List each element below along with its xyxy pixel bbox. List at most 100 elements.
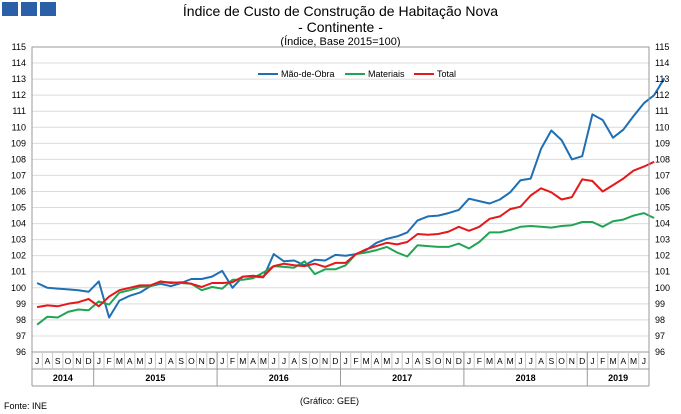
chart-title-line2: - Continente -	[298, 19, 383, 35]
month-label: J	[282, 356, 286, 366]
source-note: Fonte: INE	[4, 401, 48, 411]
month-label: A	[127, 356, 133, 366]
y-tick-label-left: 96	[16, 347, 26, 357]
month-label: M	[116, 356, 123, 366]
chart-subtitle: (Índice, Base 2015=100)	[280, 36, 401, 48]
month-label: J	[529, 356, 533, 366]
legend-label: Total	[437, 69, 456, 79]
y-tick-label-right: 99	[655, 299, 665, 309]
month-label: J	[220, 356, 224, 366]
month-label: J	[395, 356, 399, 366]
month-label: A	[415, 356, 421, 366]
y-tick-label-right: 100	[655, 283, 670, 293]
logo-block-2	[21, 2, 37, 16]
month-label: M	[383, 356, 390, 366]
month-label: N	[322, 356, 328, 366]
month-label: D	[579, 356, 585, 366]
y-tick-label-right: 97	[655, 331, 665, 341]
y-tick-label-left: 110	[12, 122, 26, 132]
month-label: F	[353, 356, 358, 366]
y-tick-label-right: 102	[655, 251, 670, 261]
y-tick-label-left: 105	[11, 203, 26, 213]
y-tick-label-left: 112	[12, 90, 26, 100]
y-tick-label-right: 110	[655, 122, 669, 132]
series-line-materiais	[36, 212, 655, 326]
month-label: O	[311, 356, 318, 366]
month-label: D	[332, 356, 338, 366]
month-label: J	[642, 356, 646, 366]
month-label: M	[260, 356, 267, 366]
month-label: N	[75, 356, 81, 366]
month-label: D	[85, 356, 91, 366]
y-tick-label-left: 108	[11, 154, 26, 164]
month-label: S	[548, 356, 554, 366]
grid-layer	[32, 46, 649, 353]
y-tick-label-right: 105	[655, 203, 670, 213]
year-label: 2018	[516, 373, 536, 383]
month-label: N	[445, 356, 451, 366]
month-label: O	[188, 356, 195, 366]
month-label: O	[65, 356, 72, 366]
y-tick-label-left: 102	[11, 251, 26, 261]
y-tick-label-right: 104	[655, 219, 670, 229]
y-tick-label-left: 99	[16, 299, 26, 309]
month-label: J	[158, 356, 162, 366]
y-tick-label-left: 109	[11, 138, 26, 148]
month-label: A	[45, 356, 51, 366]
y-tick-label-left: 100	[11, 283, 26, 293]
month-label: J	[518, 356, 522, 366]
y-tick-label-left: 107	[11, 170, 26, 180]
logo-block-1	[2, 2, 18, 16]
month-label: N	[199, 356, 205, 366]
month-label: J	[148, 356, 152, 366]
month-label: J	[272, 356, 276, 366]
month-label: F	[107, 356, 112, 366]
year-label: 2017	[392, 373, 412, 383]
y-tick-label-right: 112	[655, 90, 669, 100]
series-line-m-o-de-obra	[36, 77, 666, 319]
year-label: 2014	[53, 373, 73, 383]
month-label: J	[467, 356, 471, 366]
month-label: A	[538, 356, 544, 366]
month-label: O	[435, 356, 442, 366]
month-label: D	[209, 356, 215, 366]
y-tick-label-right: 101	[655, 267, 670, 277]
month-label: J	[97, 356, 101, 366]
month-label: F	[230, 356, 235, 366]
y-tick-label-right: 109	[655, 138, 670, 148]
month-label: S	[425, 356, 431, 366]
month-label: J	[405, 356, 409, 366]
month-label: A	[620, 356, 626, 366]
plot-border	[31, 46, 650, 353]
y-tick-label-right: 106	[655, 186, 670, 196]
month-label: F	[600, 356, 605, 366]
month-label: M	[630, 356, 637, 366]
month-label: S	[178, 356, 184, 366]
month-label: M	[609, 356, 616, 366]
y-tick-label-left: 103	[11, 235, 26, 245]
y-tick-label-left: 104	[11, 219, 26, 229]
series-layer	[36, 77, 666, 326]
month-label: A	[168, 356, 174, 366]
y-tick-label-right: 103	[655, 235, 670, 245]
y-tick-label-left: 113	[12, 74, 26, 84]
legend: Mão-de-Obra Materiais Total	[258, 69, 456, 79]
year-label: 2015	[145, 373, 165, 383]
month-label: F	[477, 356, 482, 366]
axis-layer: 96 96 97 97 98 98 99 99 100 100 101 101 102 102 103 103…	[11, 42, 670, 387]
chart-title-line1: Índice de Custo de Construção de Habitaç…	[182, 3, 499, 19]
y-tick-label-right: 115	[655, 42, 669, 52]
y-tick-label-right: 98	[655, 315, 665, 325]
month-label: A	[497, 356, 503, 366]
month-label: S	[55, 356, 61, 366]
month-label: M	[136, 356, 143, 366]
year-label: 2019	[608, 373, 628, 383]
y-tick-label-right: 113	[655, 74, 669, 84]
month-label: M	[363, 356, 370, 366]
month-label: J	[590, 356, 594, 366]
y-tick-label-right: 107	[655, 170, 670, 180]
y-tick-label-right: 108	[655, 154, 670, 164]
y-tick-label-left: 98	[16, 315, 26, 325]
month-label: J	[35, 356, 39, 366]
